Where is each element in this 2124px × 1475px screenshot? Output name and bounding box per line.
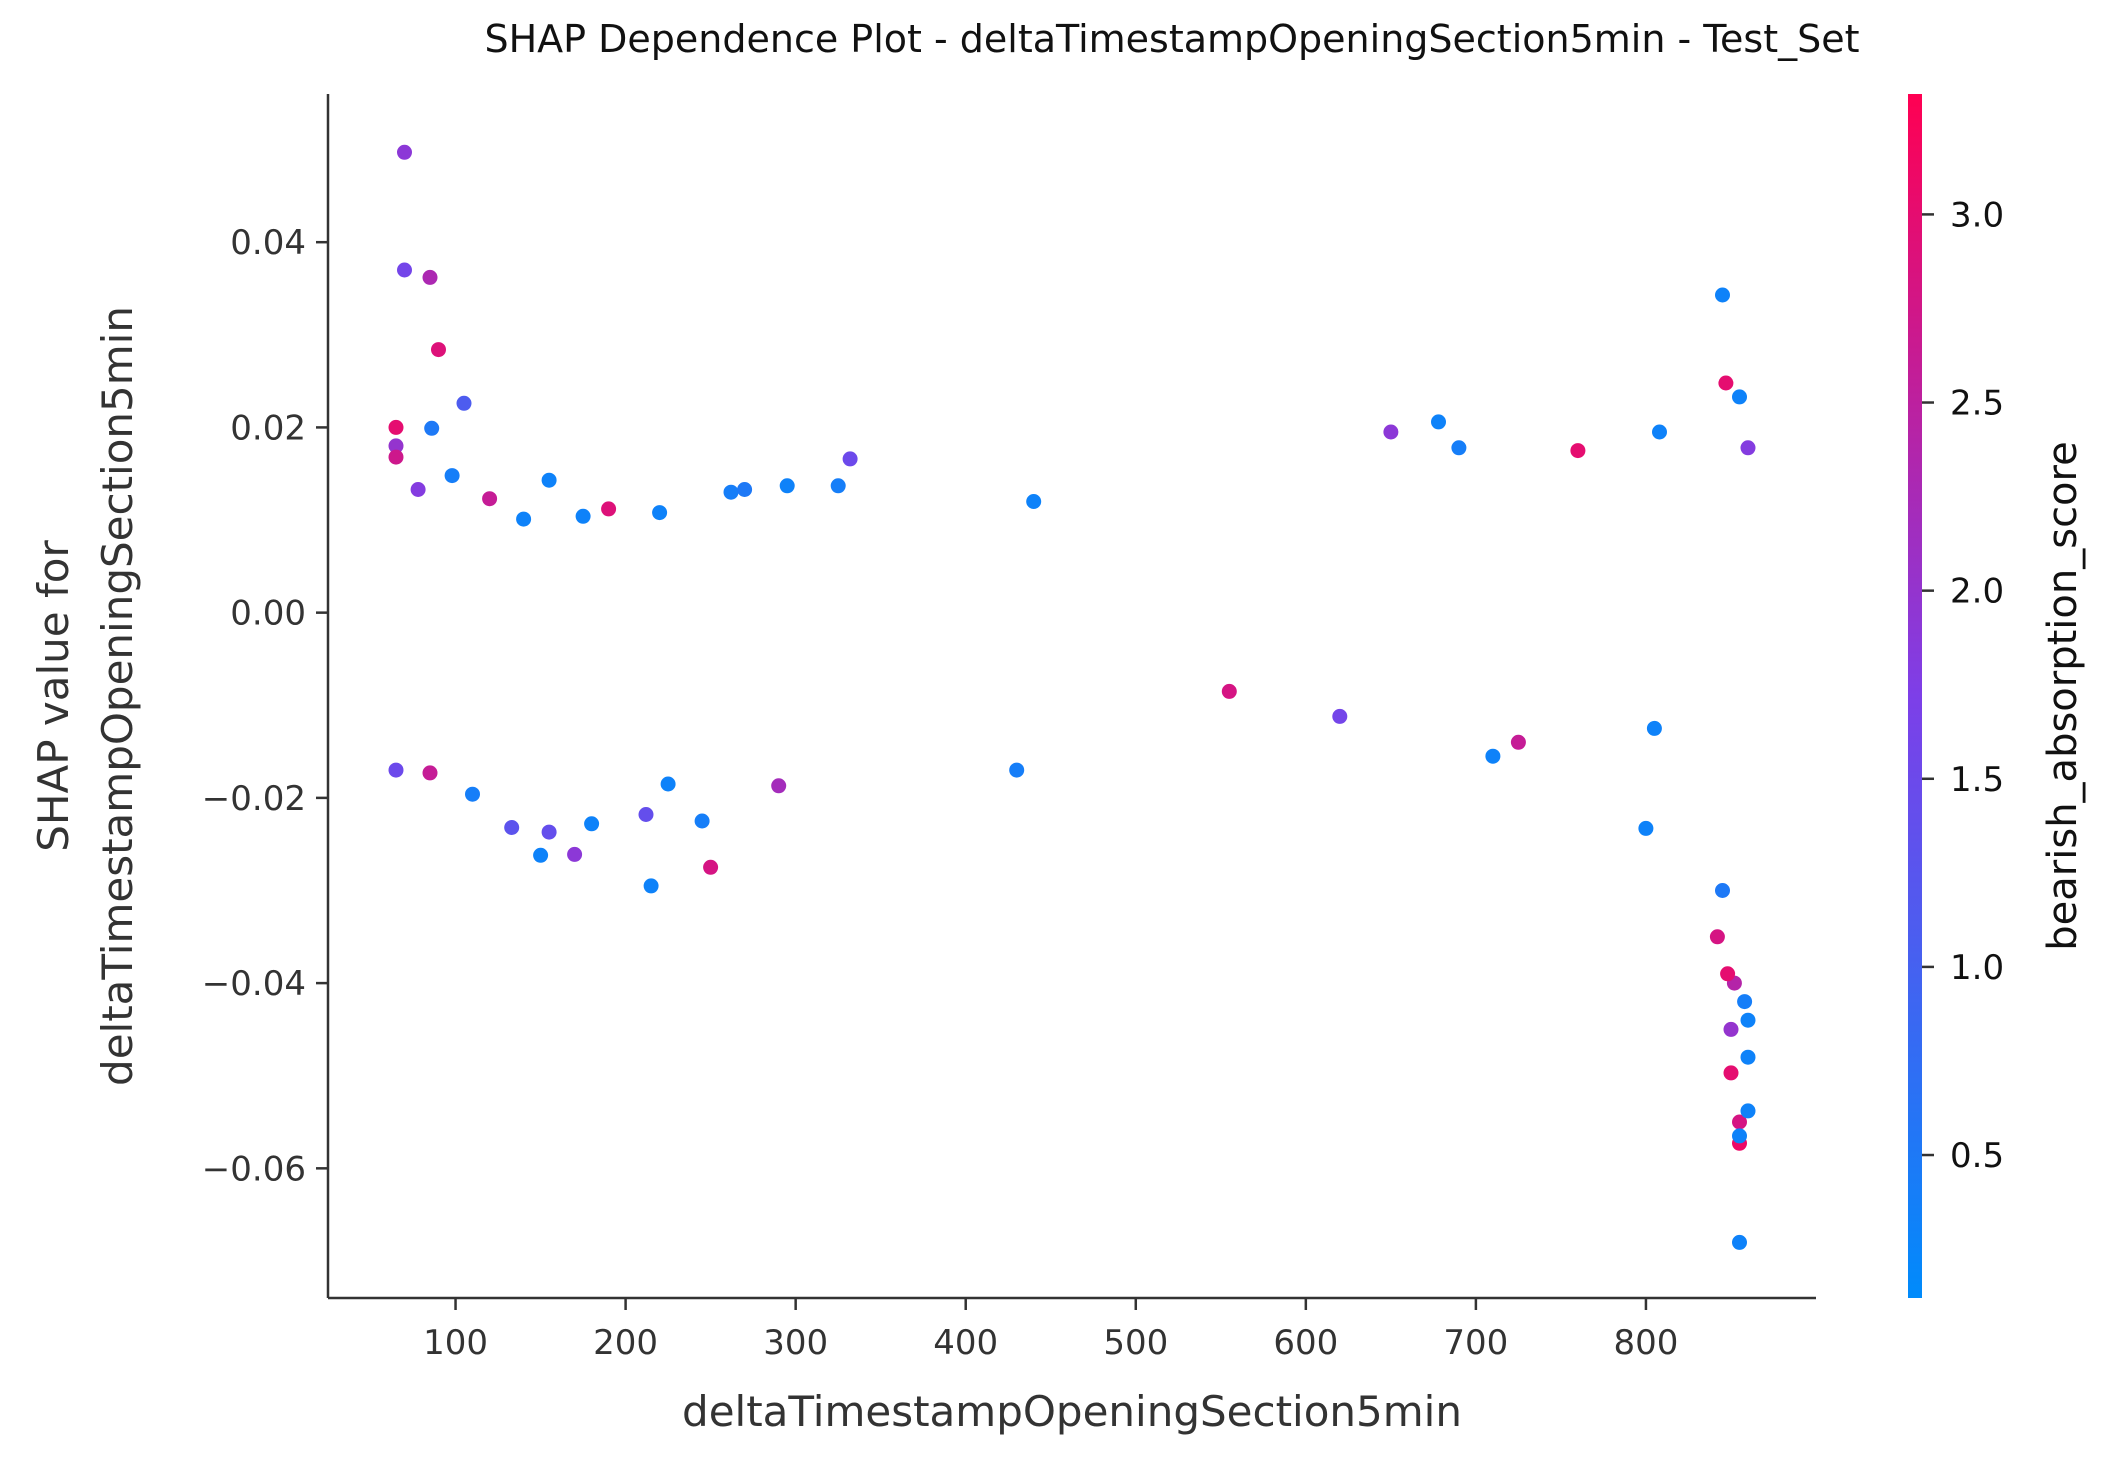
scatter-point	[723, 484, 739, 500]
scatter-point	[1740, 1103, 1756, 1119]
scatter-point	[660, 776, 676, 792]
colorbar-tick-label: 2.0	[1950, 572, 2004, 612]
y-tick-label: −0.06	[202, 1149, 306, 1189]
x-tick-label: 800	[1613, 1323, 1678, 1363]
y-ticks: 0.04 0.02 0.00 −0.02 −0.04 −0.06	[202, 223, 328, 1189]
points-layer	[388, 144, 1756, 1250]
colorbar-tick-label: 2.5	[1950, 384, 2004, 424]
scatter-point	[830, 478, 846, 494]
scatter-point	[1737, 994, 1753, 1010]
scatter-point	[1431, 414, 1446, 430]
scatter-point	[1715, 883, 1730, 898]
scatter-point	[388, 438, 404, 454]
x-tick-label: 700	[1443, 1323, 1508, 1363]
scatter-point	[1709, 929, 1725, 945]
colorbar-tick-label: 0.5	[1950, 1136, 2004, 1176]
scatter-point	[1715, 287, 1730, 303]
scatter-point	[397, 262, 412, 278]
scatter-point	[1740, 1049, 1756, 1065]
scatter-point	[1383, 424, 1399, 440]
scatter-point	[504, 820, 520, 835]
scatter-point	[771, 778, 787, 794]
colorbar-ticks: 0.5 1.0 1.5 2.0 2.5 3.0	[1922, 195, 2004, 1176]
scatter-point	[541, 472, 557, 488]
scatter-point	[1026, 494, 1042, 509]
x-tick-label: 500	[1103, 1323, 1168, 1363]
scatter-point	[703, 859, 719, 875]
scatter-point	[456, 395, 472, 411]
scatter-point	[1732, 1114, 1747, 1130]
colorbar	[1908, 94, 1922, 1298]
scatter-point	[1510, 734, 1526, 750]
scatter-point	[842, 451, 858, 467]
scatter-point	[567, 846, 583, 862]
scatter-point	[431, 342, 446, 358]
scatter-point	[643, 878, 659, 894]
scatter-point	[1332, 708, 1348, 724]
x-axis-label: deltaTimestampOpeningSection5min	[682, 1387, 1462, 1436]
scatter-point	[1723, 1021, 1739, 1037]
x-tick-label: 200	[593, 1323, 658, 1363]
axes	[326, 94, 1816, 1300]
scatter-point	[422, 269, 438, 285]
scatter-point	[584, 816, 600, 832]
y-tick-label: 0.00	[230, 594, 306, 634]
y-tick-label: 0.04	[230, 223, 306, 263]
scatter-point	[1732, 1234, 1747, 1250]
colorbar-tick-label: 1.0	[1950, 948, 2004, 988]
x-tick-label: 100	[423, 1323, 488, 1363]
scatter-point	[541, 824, 557, 840]
y-axis-label: SHAP value for deltaTimestampOpeningSect…	[29, 306, 142, 1086]
x-tick-label: 300	[763, 1323, 828, 1363]
scatter-point	[465, 786, 480, 802]
chart-title: SHAP Dependence Plot - deltaTimestampOpe…	[484, 17, 1859, 61]
scatter-point	[397, 144, 412, 160]
y-axis-label-line-2: deltaTimestampOpeningSection5min	[93, 306, 142, 1086]
scatter-point	[638, 807, 654, 822]
scatter-point	[779, 478, 795, 494]
scatter-point	[652, 505, 668, 521]
scatter-point	[575, 508, 591, 524]
y-tick-label: −0.04	[202, 964, 306, 1004]
scatter-point	[482, 491, 498, 507]
x-tick-label: 600	[1273, 1323, 1338, 1363]
scatter-point	[1740, 1012, 1756, 1028]
scatter-point	[1009, 762, 1025, 778]
scatter-point	[1652, 424, 1667, 440]
x-ticks: 100 200 300 400 500 600 700 800	[423, 1298, 1678, 1363]
scatter-point	[1740, 440, 1756, 456]
scatter-point	[422, 765, 438, 781]
scatter-point	[1638, 820, 1654, 836]
scatter-point	[1646, 720, 1662, 736]
scatter-point	[410, 482, 426, 497]
scatter-point	[601, 501, 617, 517]
scatter-point	[1221, 683, 1237, 699]
scatter-point	[694, 813, 710, 829]
scatter-point	[1723, 1065, 1739, 1081]
y-axis-label-line-1: SHAP value for	[29, 540, 78, 852]
scatter-point	[444, 468, 460, 484]
scatter-point	[516, 511, 532, 527]
colorbar-tick-label: 1.5	[1950, 760, 2004, 800]
scatter-point	[533, 847, 549, 863]
scatter-point	[737, 482, 753, 497]
scatter-point	[1720, 966, 1736, 982]
scatter-point	[1718, 375, 1734, 391]
scatter-point	[388, 419, 404, 435]
scatter-point	[1485, 748, 1501, 764]
scatter-point	[1570, 443, 1586, 459]
scatter-point	[424, 420, 440, 436]
y-tick-label: 0.02	[230, 408, 306, 448]
colorbar-tick-label: 3.0	[1950, 195, 2004, 235]
scatter-point	[1732, 1128, 1747, 1144]
x-tick-label: 400	[933, 1323, 998, 1363]
scatter-point	[388, 762, 404, 778]
scatter-point	[388, 449, 404, 465]
colorbar-label: bearish_absorption_score	[2040, 441, 2086, 950]
scatter-point	[1732, 389, 1747, 405]
y-tick-label: −0.02	[202, 779, 306, 819]
scatter-point	[1451, 440, 1467, 456]
